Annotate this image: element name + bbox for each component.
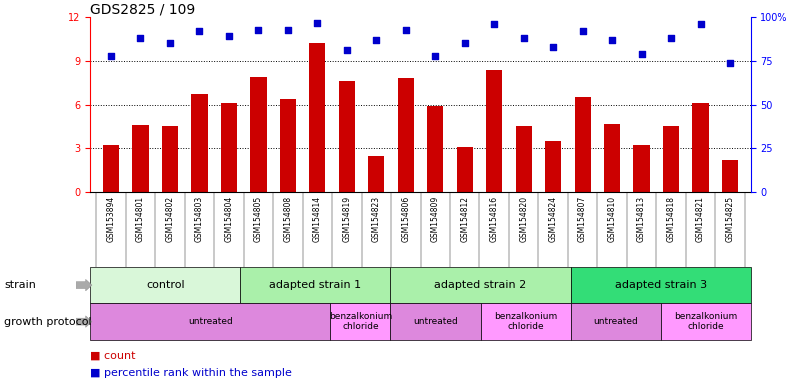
Point xyxy=(606,37,619,43)
Bar xyxy=(571,267,751,303)
Bar xyxy=(604,124,620,192)
Point xyxy=(311,20,324,26)
Point xyxy=(370,37,383,43)
Text: GSM154824: GSM154824 xyxy=(549,196,557,242)
Text: GSM154819: GSM154819 xyxy=(343,196,351,242)
Bar xyxy=(486,70,502,192)
Text: GSM154820: GSM154820 xyxy=(520,196,528,242)
Text: GSM154801: GSM154801 xyxy=(136,196,145,242)
Bar xyxy=(250,77,266,192)
Point xyxy=(517,35,530,41)
Bar xyxy=(391,267,571,303)
Bar xyxy=(516,126,532,192)
Point xyxy=(547,44,560,50)
Text: ■ count: ■ count xyxy=(90,350,136,360)
Point xyxy=(458,40,471,46)
Bar xyxy=(90,267,241,303)
Bar xyxy=(368,156,384,192)
Text: GSM154808: GSM154808 xyxy=(284,196,292,242)
Point xyxy=(399,26,412,33)
Point xyxy=(429,53,442,59)
Bar xyxy=(480,303,571,340)
Bar xyxy=(309,43,325,192)
Bar xyxy=(103,146,119,192)
Point xyxy=(576,28,589,34)
Text: GSM154813: GSM154813 xyxy=(637,196,646,242)
Bar xyxy=(398,78,414,192)
Bar xyxy=(663,126,679,192)
Point xyxy=(105,53,117,59)
Bar xyxy=(191,94,208,192)
Bar xyxy=(162,126,178,192)
Text: GSM154825: GSM154825 xyxy=(725,196,734,242)
Point xyxy=(724,60,736,66)
Text: GSM153894: GSM153894 xyxy=(107,196,116,242)
Point xyxy=(665,35,678,41)
Bar xyxy=(575,98,591,192)
Text: GSM154805: GSM154805 xyxy=(254,196,263,242)
Bar xyxy=(427,106,443,192)
Text: GSM154823: GSM154823 xyxy=(372,196,380,242)
Bar xyxy=(391,303,480,340)
Point xyxy=(488,21,501,27)
Text: GSM154803: GSM154803 xyxy=(195,196,204,242)
Text: adapted strain 2: adapted strain 2 xyxy=(435,280,527,290)
Point xyxy=(163,40,176,46)
Text: benzalkonium
chloride: benzalkonium chloride xyxy=(494,312,557,331)
Bar xyxy=(241,267,391,303)
Bar xyxy=(339,81,355,192)
Text: adapted strain 3: adapted strain 3 xyxy=(615,280,707,290)
Bar xyxy=(634,146,650,192)
Point xyxy=(193,28,206,34)
Text: untreated: untreated xyxy=(593,317,638,326)
Point xyxy=(222,33,235,40)
Bar xyxy=(280,99,296,192)
Text: GSM154814: GSM154814 xyxy=(313,196,321,242)
Bar xyxy=(457,147,473,192)
Text: untreated: untreated xyxy=(413,317,458,326)
Text: ■ percentile rank within the sample: ■ percentile rank within the sample xyxy=(90,368,292,378)
Text: benzalkonium
chloride: benzalkonium chloride xyxy=(329,312,392,331)
Bar xyxy=(221,103,237,192)
Point xyxy=(252,26,265,33)
Text: GSM154802: GSM154802 xyxy=(166,196,174,242)
Bar xyxy=(571,303,660,340)
Bar xyxy=(722,160,738,192)
Bar xyxy=(90,303,330,340)
Text: GSM154809: GSM154809 xyxy=(431,196,439,242)
Text: untreated: untreated xyxy=(188,317,233,326)
Text: growth protocol: growth protocol xyxy=(4,316,91,327)
Text: GSM154818: GSM154818 xyxy=(667,196,675,242)
Text: control: control xyxy=(146,280,185,290)
Text: GSM154806: GSM154806 xyxy=(402,196,410,242)
Point xyxy=(134,35,147,41)
Bar xyxy=(330,303,391,340)
Text: GSM154804: GSM154804 xyxy=(225,196,233,242)
Text: strain: strain xyxy=(4,280,36,290)
Point xyxy=(635,51,648,57)
Text: adapted strain 1: adapted strain 1 xyxy=(270,280,362,290)
Text: GDS2825 / 109: GDS2825 / 109 xyxy=(90,2,196,16)
Text: GSM154816: GSM154816 xyxy=(490,196,498,242)
Bar xyxy=(545,141,561,192)
Point xyxy=(694,21,707,27)
Text: GSM154821: GSM154821 xyxy=(696,196,705,242)
Point xyxy=(281,26,294,33)
Text: GSM154810: GSM154810 xyxy=(608,196,616,242)
Bar xyxy=(660,303,751,340)
Text: GSM154812: GSM154812 xyxy=(461,196,469,242)
Text: GSM154807: GSM154807 xyxy=(578,196,587,242)
Bar xyxy=(132,125,149,192)
Text: benzalkonium
chloride: benzalkonium chloride xyxy=(674,312,737,331)
Point xyxy=(340,47,353,53)
Bar xyxy=(692,103,709,192)
